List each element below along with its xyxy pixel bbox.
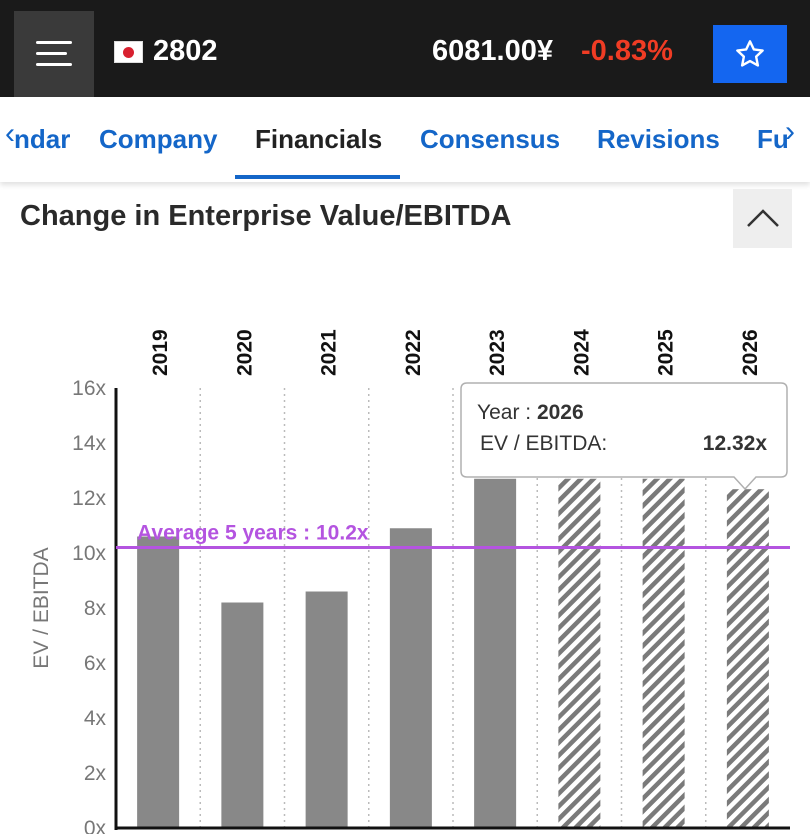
y-tick-label: 4x [84, 707, 107, 730]
stock-price: 6081.00¥ [432, 35, 553, 67]
bar-2022[interactable] [389, 528, 432, 828]
active-tab-indicator [235, 175, 400, 179]
y-tick-label: 2x [84, 762, 107, 785]
y-axis-label: EV / EBITDA [30, 547, 53, 668]
menu-button[interactable] [14, 11, 94, 97]
bar-2026[interactable] [726, 489, 769, 828]
tab-financials[interactable]: Financials [255, 124, 383, 154]
x-tick-label: 2025 [655, 329, 678, 376]
x-tick-label: 2026 [739, 329, 762, 376]
tab-revisions[interactable]: Revisions [597, 124, 720, 154]
collapse-button[interactable] [733, 189, 792, 248]
chart-tooltip: Year : 2026 EV / EBITDA: 12.32x [460, 382, 788, 491]
x-tick-label: 2020 [233, 329, 256, 376]
section-tabs: ndar Company Financials Consensus Revisi… [0, 97, 810, 182]
tab-more[interactable]: Fu [757, 124, 789, 154]
x-tick-label: 2023 [486, 329, 509, 376]
y-tick-label: 6x [84, 652, 107, 675]
tooltip-metric-label: EV / EBITDA: [480, 432, 607, 455]
bar-2019[interactable] [137, 536, 180, 829]
japan-flag-icon [114, 41, 143, 63]
tab-calendar[interactable]: ndar [14, 124, 71, 154]
bar-2023[interactable] [474, 478, 517, 828]
ticker-symbol: 2802 [153, 35, 218, 67]
tooltip-metric-value: 12.32x [703, 432, 768, 455]
x-tick-label: 2024 [570, 329, 593, 376]
favorite-button[interactable] [713, 25, 787, 83]
top-bar: 2802 6081.00¥ -0.83% [0, 0, 810, 97]
hamburger-menu-icon [36, 41, 72, 44]
bar-2021[interactable] [305, 591, 348, 829]
bar-2024[interactable] [558, 478, 601, 828]
star-outline-icon [736, 40, 764, 67]
section-title: Change in Enterprise Value/EBITDA [20, 200, 512, 232]
tab-company[interactable]: Company [99, 124, 218, 154]
x-tick-label: 2021 [318, 329, 341, 376]
chevron-right-icon[interactable]: › [785, 115, 795, 148]
price-change: -0.83% [581, 35, 673, 67]
y-tick-label: 12x [72, 487, 106, 510]
chevron-up-icon [747, 209, 779, 227]
tooltip-year: Year : 2026 [477, 401, 584, 424]
y-tick-label: 10x [72, 542, 106, 565]
y-tick-label: 16x [72, 377, 106, 400]
x-tick-label: 2019 [149, 329, 172, 376]
y-tick-label: 0x [84, 817, 107, 834]
tab-consensus[interactable]: Consensus [420, 124, 561, 154]
y-tick-label: 14x [72, 432, 106, 455]
x-tick-label: 2022 [402, 329, 425, 376]
bar-2020[interactable] [221, 602, 264, 829]
average-label: Average 5 years : 10.2x [137, 522, 369, 545]
chevron-left-icon[interactable]: ‹ [5, 117, 15, 150]
y-tick-label: 8x [84, 597, 107, 620]
ev-ebitda-chart: 2019 2020 2021 2022 2023 2024 2025 2026 0x 2x 4x 6x… [30, 329, 790, 834]
bar-2025[interactable] [642, 478, 685, 828]
